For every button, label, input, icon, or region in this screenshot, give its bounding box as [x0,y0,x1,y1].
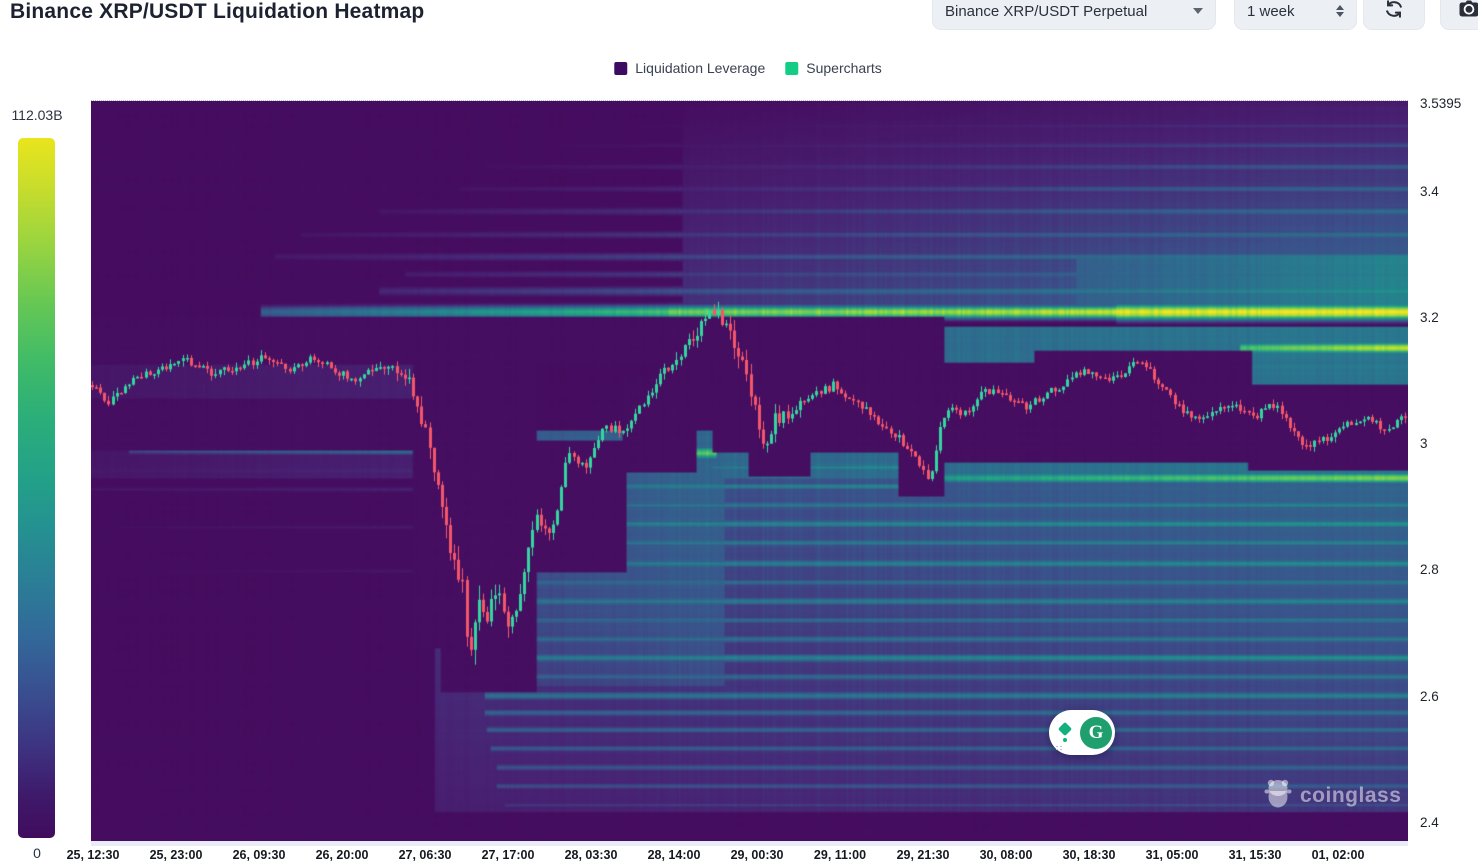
x-axis-tick-label: 31, 15:30 [1228,848,1282,862]
x-axis-strip [91,841,1408,846]
stepper-icon [1336,5,1344,17]
y-axis-tick-label: 2.4 [1420,814,1439,830]
camera-icon [1457,0,1478,25]
legend-item-supercharts[interactable]: Supercharts [785,60,882,76]
x-axis-tick-label: 26, 09:30 [232,848,286,862]
symbol-select[interactable]: Binance XRP/USDT Perpetual [932,0,1216,30]
y-axis-tick-label: 2.6 [1420,688,1439,704]
x-axis-tick-label: 26, 20:00 [315,848,369,862]
refresh-button[interactable] [1363,0,1425,30]
chart-legend: Liquidation Leverage Supercharts [614,60,882,76]
timeframe-select[interactable]: 1 week [1234,0,1357,30]
legend-swatch-purple [614,61,628,75]
g-logo-icon: G [1080,716,1112,749]
x-axis-tick-label: 29, 21:30 [896,848,950,862]
extension-badge[interactable]: G [1049,710,1115,755]
y-axis-tick-label: 2.8 [1420,562,1439,578]
x-axis-tick-label: 31, 05:00 [1145,848,1199,862]
legend-item-liquidation-leverage[interactable]: Liquidation Leverage [614,60,765,76]
y-axis-tick-label: 3.4 [1420,184,1439,200]
drag-grip-icon [1055,745,1063,750]
colorbar-min-label: 0 [33,845,41,861]
y-axis-tick-label: 3.5395 [1420,96,1462,112]
x-axis-tick-label: 27, 06:30 [398,848,452,862]
x-axis-tick-label: 30, 18:30 [1062,848,1116,862]
x-axis-tick-label: 25, 12:30 [66,848,120,862]
x-axis-tick-label: 30, 08:00 [979,848,1033,862]
colorbar-max-label: 112.03B [11,107,63,123]
screenshot-button[interactable] [1440,0,1478,30]
y-axis-tick-label: 3 [1420,436,1428,452]
timeframe-select-value: 1 week [1247,2,1295,20]
lamp-icon [1057,721,1073,744]
x-axis-tick-label: 27, 17:00 [481,848,535,862]
refresh-icon [1383,0,1405,24]
heatmap-plot-area [91,100,1408,842]
x-axis-tick-label: 29, 00:30 [730,848,784,862]
x-axis-tick-label: 28, 14:00 [647,848,701,862]
x-axis-tick-label: 01, 02:00 [1311,848,1365,862]
symbol-select-value: Binance XRP/USDT Perpetual [945,2,1148,20]
page-title: Binance XRP/USDT Liquidation Heatmap [10,0,425,23]
legend-label: Liquidation Leverage [635,60,766,76]
x-axis-tick-label: 29, 11:00 [813,848,867,862]
x-axis-tick-label: 28, 03:30 [564,848,618,862]
chevron-down-icon [1193,8,1203,14]
y-axis-tick-label: 3.2 [1420,310,1439,326]
x-axis-tick-label: 25, 23:00 [149,848,203,862]
liquidation-heatmap-canvas[interactable] [91,101,1408,842]
colorbar-gradient [18,138,55,838]
legend-swatch-green [785,61,799,75]
legend-label: Supercharts [806,60,882,76]
